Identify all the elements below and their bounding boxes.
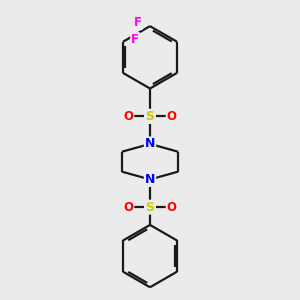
Text: F: F xyxy=(134,16,142,29)
Text: F: F xyxy=(131,33,139,46)
Text: S: S xyxy=(146,110,154,123)
Text: O: O xyxy=(167,110,177,123)
Text: S: S xyxy=(146,201,154,214)
Text: O: O xyxy=(123,201,133,214)
Text: N: N xyxy=(145,173,155,186)
Text: O: O xyxy=(123,110,133,123)
Text: N: N xyxy=(145,137,155,150)
Text: O: O xyxy=(167,201,177,214)
